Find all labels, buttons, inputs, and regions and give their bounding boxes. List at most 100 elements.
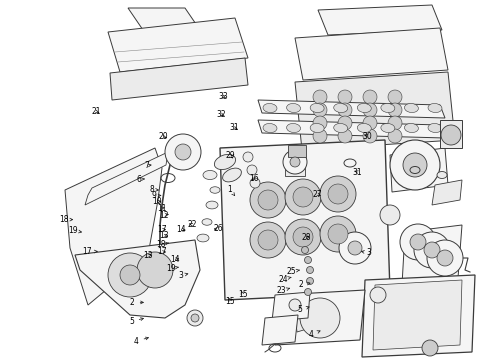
- Circle shape: [403, 153, 427, 177]
- Circle shape: [307, 266, 314, 274]
- Circle shape: [304, 256, 312, 264]
- Text: 4: 4: [134, 337, 148, 346]
- Circle shape: [250, 178, 260, 188]
- Text: 28: 28: [301, 233, 311, 242]
- Text: 13: 13: [159, 231, 169, 240]
- Text: 19: 19: [166, 264, 178, 273]
- Polygon shape: [272, 292, 310, 321]
- Ellipse shape: [222, 168, 242, 182]
- Ellipse shape: [381, 103, 395, 113]
- Circle shape: [108, 253, 152, 297]
- Polygon shape: [295, 28, 448, 80]
- Text: 24: 24: [278, 275, 291, 284]
- Circle shape: [313, 116, 327, 130]
- Text: 13: 13: [143, 251, 153, 260]
- Text: 16: 16: [249, 174, 259, 183]
- Circle shape: [285, 179, 321, 215]
- Polygon shape: [275, 290, 365, 345]
- Circle shape: [437, 250, 453, 266]
- Polygon shape: [128, 8, 200, 30]
- Text: 25: 25: [287, 267, 299, 276]
- Text: 15: 15: [225, 297, 235, 306]
- Text: 20: 20: [158, 132, 168, 141]
- Text: 6: 6: [136, 175, 144, 184]
- Ellipse shape: [263, 103, 277, 113]
- Circle shape: [388, 90, 402, 104]
- Ellipse shape: [287, 103, 300, 113]
- Text: 14: 14: [170, 255, 180, 264]
- Polygon shape: [432, 180, 462, 205]
- Circle shape: [307, 278, 314, 284]
- Circle shape: [370, 287, 386, 303]
- Circle shape: [283, 150, 307, 174]
- Text: 4: 4: [309, 330, 320, 339]
- Ellipse shape: [202, 219, 212, 225]
- Text: 3: 3: [179, 271, 188, 280]
- Ellipse shape: [334, 123, 348, 132]
- Circle shape: [414, 232, 450, 268]
- Polygon shape: [108, 18, 248, 72]
- Ellipse shape: [381, 123, 395, 132]
- Polygon shape: [258, 100, 445, 118]
- Circle shape: [363, 103, 377, 117]
- Circle shape: [339, 232, 371, 264]
- Circle shape: [313, 90, 327, 104]
- Circle shape: [293, 227, 313, 247]
- Circle shape: [363, 129, 377, 143]
- Text: 19: 19: [68, 226, 81, 235]
- Ellipse shape: [206, 201, 218, 209]
- Circle shape: [388, 103, 402, 117]
- Circle shape: [300, 298, 340, 338]
- Circle shape: [293, 187, 313, 207]
- Polygon shape: [258, 120, 445, 138]
- Text: 31: 31: [353, 167, 363, 176]
- Circle shape: [243, 152, 253, 162]
- Ellipse shape: [357, 103, 371, 113]
- Ellipse shape: [437, 171, 447, 179]
- Circle shape: [191, 314, 199, 322]
- Circle shape: [348, 241, 362, 255]
- Circle shape: [187, 310, 203, 326]
- Circle shape: [441, 125, 461, 145]
- Text: 18: 18: [59, 215, 73, 224]
- Text: 21: 21: [91, 107, 101, 116]
- Text: 7: 7: [145, 161, 151, 170]
- Circle shape: [313, 129, 327, 143]
- Text: 5: 5: [129, 317, 144, 326]
- Circle shape: [338, 116, 352, 130]
- Bar: [285, 166, 305, 176]
- Circle shape: [380, 205, 400, 225]
- Circle shape: [247, 165, 257, 175]
- Circle shape: [258, 230, 278, 250]
- Text: 3: 3: [362, 248, 371, 257]
- Polygon shape: [65, 148, 162, 305]
- Text: 17: 17: [157, 248, 167, 256]
- Text: 2: 2: [299, 280, 310, 289]
- Text: 32: 32: [217, 110, 226, 119]
- Text: 17: 17: [82, 248, 98, 256]
- Circle shape: [175, 144, 191, 160]
- Circle shape: [328, 224, 348, 244]
- Polygon shape: [390, 148, 448, 192]
- Polygon shape: [75, 240, 200, 318]
- Circle shape: [258, 190, 278, 210]
- Circle shape: [165, 134, 201, 170]
- Circle shape: [338, 129, 352, 143]
- Text: 18: 18: [156, 240, 169, 248]
- Text: 5: 5: [297, 305, 309, 314]
- Polygon shape: [295, 72, 455, 150]
- Ellipse shape: [263, 123, 277, 132]
- Ellipse shape: [334, 103, 348, 113]
- Text: 29: 29: [225, 152, 235, 161]
- Ellipse shape: [310, 103, 324, 113]
- Circle shape: [301, 247, 309, 253]
- Polygon shape: [220, 140, 390, 300]
- Circle shape: [120, 265, 140, 285]
- Circle shape: [320, 176, 356, 212]
- Text: 2: 2: [130, 298, 144, 307]
- Ellipse shape: [210, 187, 220, 193]
- Polygon shape: [362, 275, 475, 357]
- Text: 26: 26: [213, 225, 223, 234]
- Text: 15: 15: [238, 290, 247, 299]
- Circle shape: [137, 252, 173, 288]
